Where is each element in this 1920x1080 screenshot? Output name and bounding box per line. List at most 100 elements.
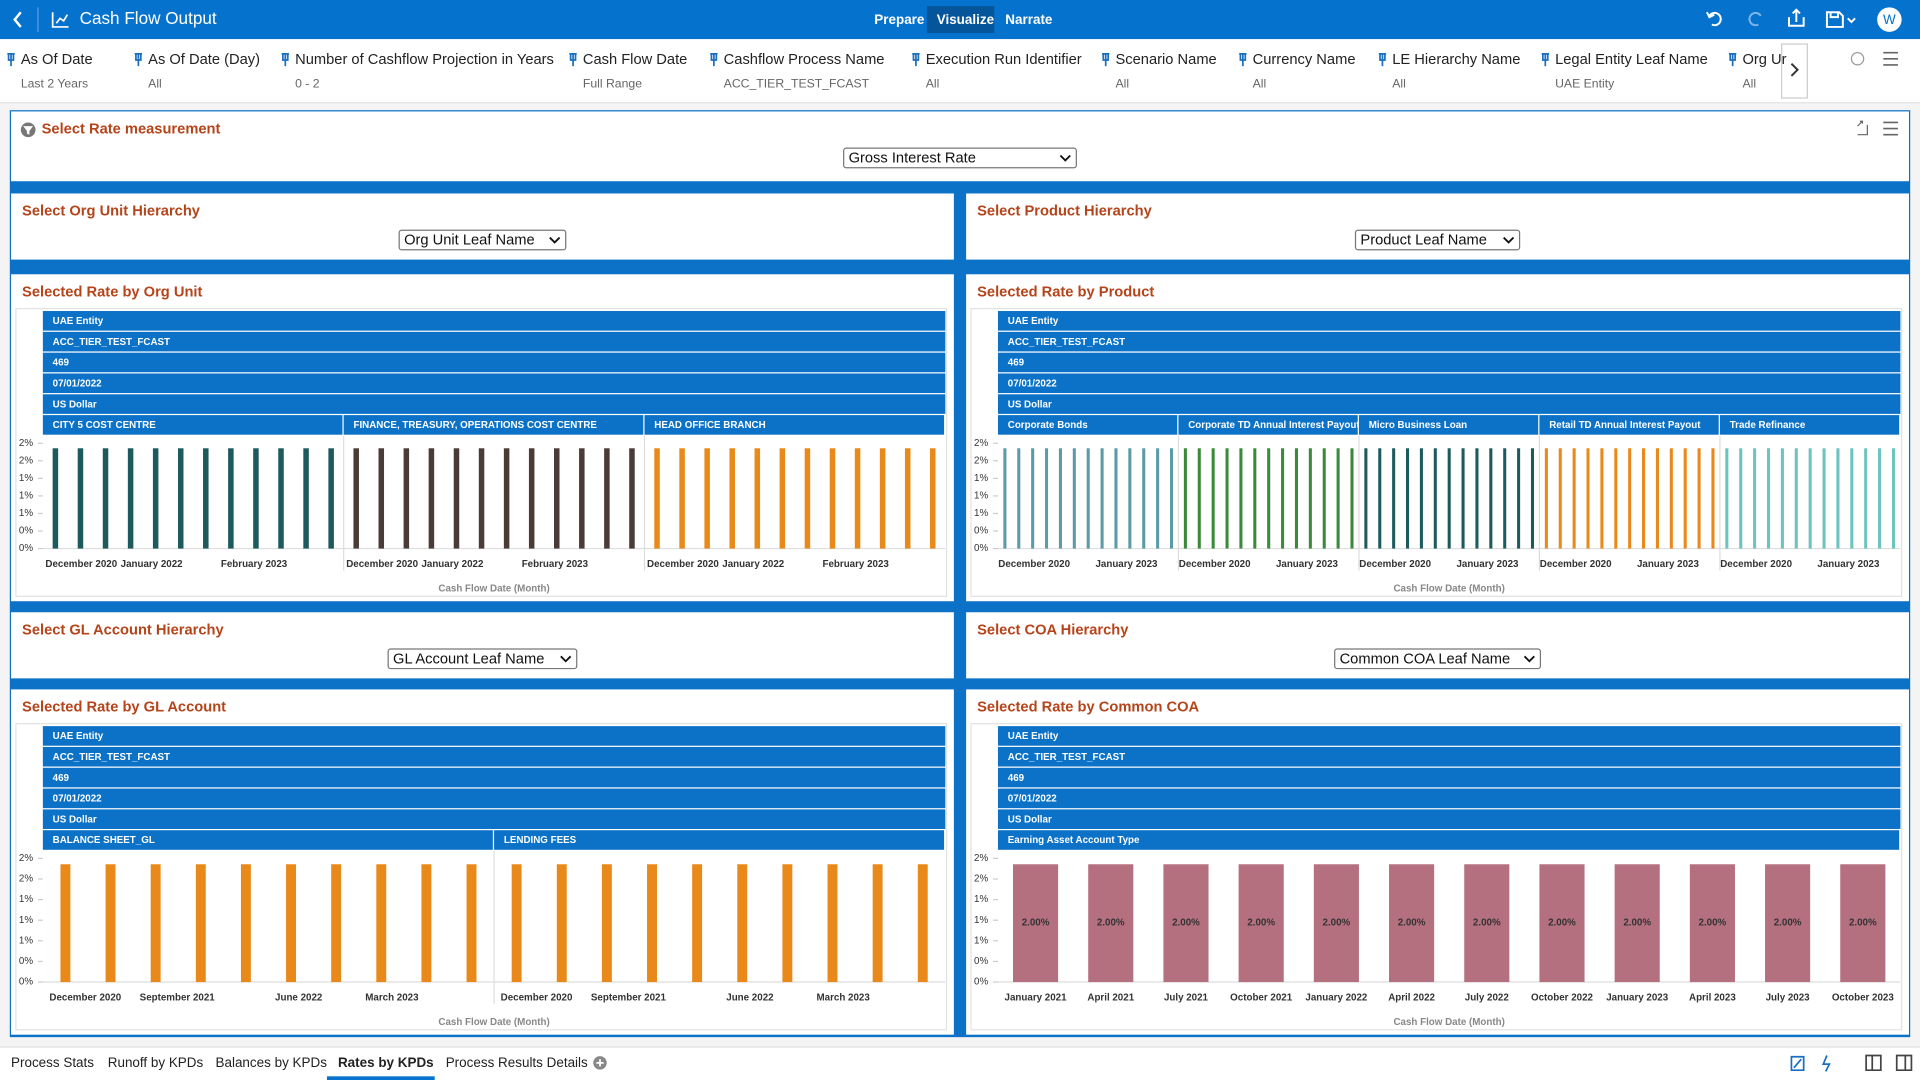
chart-title: Selected Rate by Product [977,285,1154,301]
header-row [42,331,946,352]
sheet-tab[interactable]: Balances by KPDs [216,1055,328,1070]
select-arrow [560,655,572,663]
x-tick-label: April 2022 [1388,993,1435,1004]
layout-left[interactable] [1865,1054,1882,1072]
bar [177,448,184,549]
header-row-label: 469 [1008,773,1025,784]
filter-name[interactable]: Execution Run Identifier [926,52,1082,68]
x-tick-label: July 2021 [1164,993,1209,1004]
y-tick-label: 2% [974,853,988,864]
x-tick-label: October 2023 [1832,993,1895,1004]
export[interactable] [1788,8,1805,27]
bar [353,448,359,549]
header-row [42,394,946,414]
sheet-tab[interactable]: Runoff by KPDs [108,1055,204,1070]
x-tick-label: June 2022 [726,993,774,1004]
filter-name[interactable]: LE Hierarchy Name [1392,52,1520,68]
bar [453,448,460,549]
pin [1541,53,1549,67]
x-tick-label: September 2021 [140,993,216,1004]
filter-name[interactable]: As Of Date (Day) [148,52,260,68]
panel-name: Trade Refinance [1730,420,1806,431]
header-row-label: US Dollar [1008,814,1052,825]
filter-icon[interactable] [1850,52,1865,66]
back-button[interactable] [13,11,22,28]
filter-name[interactable]: Cash Flow Date [583,52,687,68]
panel-header [1178,415,1358,435]
panel-name: Retail TD Annual Interest Payout [1549,420,1701,431]
sheet-tab[interactable]: Rates by KPDs [338,1055,434,1070]
select-box[interactable] [398,229,567,251]
bar [629,448,635,549]
filter-name[interactable]: Currency Name [1253,52,1356,68]
y-tick-label: 2% [974,438,988,449]
select-value: GL Account Leaf Name [393,651,544,667]
value-label: 2.00% [1774,918,1802,929]
panel-header [1539,415,1719,435]
header-row [42,373,946,394]
header-row-label: ACC_TIER_TEST_FCAST [53,752,170,763]
x-tick-label: June 2022 [275,993,323,1004]
select-box[interactable] [387,648,578,670]
bar [1281,448,1285,549]
redo[interactable] [1748,11,1762,27]
layout-right[interactable] [1895,1054,1913,1072]
maximize[interactable] [1857,120,1868,136]
x-tick-label: July 2022 [1465,993,1510,1004]
sheet-tab[interactable]: Process Stats [11,1055,94,1070]
save[interactable] [1825,11,1844,28]
filter-name[interactable]: As Of Date [21,52,93,68]
filter-name[interactable]: Legal Entity Leaf Name [1555,52,1708,68]
filter-name[interactable]: Number of Cashflow Projection in Years [295,52,554,68]
value-label: 2.00% [1473,918,1501,929]
value-label: 2.00% [1323,918,1351,929]
chart-frame [15,723,948,1031]
bar [1031,448,1035,549]
bar [102,448,109,549]
bar [1711,448,1715,549]
bar [1725,448,1729,549]
rate-title: Select Rate measurement [42,122,221,138]
pin [1728,53,1737,67]
grammar-toggle[interactable] [1790,1055,1805,1072]
chart-title: Selected Rate by GL Account [22,700,226,716]
y-tick-label: 1% [974,935,988,946]
bar [1100,448,1104,549]
x-tick-label: September 2021 [591,993,667,1004]
filter-scroll-right[interactable] [1781,43,1808,99]
bar [579,448,585,549]
chart-frame [970,307,1903,597]
panel-header [494,830,945,850]
x-tick-label: February 2023 [522,559,589,570]
select-box[interactable] [1334,648,1542,670]
bar [1689,864,1735,983]
nav-tab[interactable]: Prepare [874,12,925,27]
x-tick-label: January 2023 [1095,559,1158,570]
x-tick-label: April 2023 [1689,993,1736,1004]
bar [1169,448,1174,549]
avatar[interactable] [1877,7,1902,32]
select-box[interactable] [1354,229,1521,251]
insights[interactable] [1821,1055,1831,1072]
pin [281,53,289,67]
filter-name[interactable]: Org Ur [1742,52,1786,68]
nav-tab[interactable]: Visualize [937,12,995,27]
save-menu[interactable] [1847,17,1856,24]
select-box[interactable] [843,147,1077,169]
filter-menu[interactable] [1883,51,1898,66]
x-tick-label: October 2021 [1230,993,1293,1004]
y-tick-label: 1% [19,508,33,519]
bar [904,448,911,549]
bar [511,864,522,983]
filter-name[interactable]: Cashflow Process Name [724,52,885,68]
filter-value: UAE Entity [1555,77,1615,91]
filter-name[interactable]: Scenario Name [1116,52,1217,68]
pin [912,53,920,67]
bar [1086,448,1090,549]
bar [1197,448,1201,549]
sheet-tab[interactable]: Process Results Details [446,1055,588,1070]
nav-tab[interactable]: Narrate [1005,12,1053,27]
panel-menu[interactable] [1883,121,1898,136]
undo[interactable] [1708,11,1722,27]
x-tick-label: January 2023 [1276,559,1339,570]
